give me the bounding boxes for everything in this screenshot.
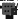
Ellipse shape (12, 8, 14, 9)
Ellipse shape (6, 13, 8, 14)
Ellipse shape (12, 8, 14, 9)
Ellipse shape (6, 9, 8, 10)
Text: Ciclohexane: Ciclohexane (0, 0, 18, 4)
Ellipse shape (6, 8, 8, 9)
Bar (9, 12, 10, 13)
Ellipse shape (8, 4, 10, 5)
Ellipse shape (8, 13, 10, 14)
Bar (3, 9, 5, 13)
Ellipse shape (6, 13, 8, 14)
Ellipse shape (8, 9, 10, 10)
Bar (12, 7, 14, 9)
Bar (8, 9, 10, 13)
Bar (3, 12, 5, 13)
Ellipse shape (12, 10, 15, 13)
Ellipse shape (6, 4, 8, 5)
Ellipse shape (8, 11, 10, 12)
Ellipse shape (12, 8, 14, 9)
Bar (3, 12, 4, 13)
Ellipse shape (6, 6, 8, 7)
Bar (8, 12, 10, 13)
Bar (8, 6, 10, 7)
Bar (11, 10, 15, 14)
Bar (6, 12, 7, 13)
Ellipse shape (6, 13, 8, 14)
Text: Absolute Ethanol Dropwise: Absolute Ethanol Dropwise (14, 2, 18, 15)
Bar (6, 11, 8, 12)
Ellipse shape (3, 8, 5, 9)
Ellipse shape (6, 8, 8, 9)
Ellipse shape (6, 11, 8, 12)
Text: Nanorods (2:5): Nanorods (2:5) (0, 0, 18, 4)
Ellipse shape (8, 6, 10, 7)
Ellipse shape (3, 13, 5, 14)
Bar (6, 12, 8, 13)
Ellipse shape (3, 13, 5, 14)
Bar (6, 7, 8, 9)
Ellipse shape (8, 13, 10, 14)
Bar (8, 7, 10, 9)
Ellipse shape (6, 8, 8, 9)
Bar (8, 11, 10, 12)
Ellipse shape (12, 6, 14, 7)
Ellipse shape (3, 11, 5, 12)
Ellipse shape (8, 13, 10, 14)
Ellipse shape (8, 8, 10, 9)
Ellipse shape (3, 13, 5, 14)
Bar (3, 11, 5, 12)
Bar (6, 9, 8, 13)
Ellipse shape (12, 10, 14, 12)
Bar (8, 4, 10, 9)
Bar (6, 4, 8, 9)
Bar (12, 6, 14, 7)
Bar (13, 11, 14, 12)
Ellipse shape (8, 8, 10, 9)
Ellipse shape (12, 4, 14, 5)
Ellipse shape (3, 4, 5, 5)
Polygon shape (5, 11, 6, 12)
Bar (12, 4, 14, 9)
Ellipse shape (3, 9, 5, 10)
Bar (3, 4, 5, 9)
Bar (11, 10, 15, 14)
Ellipse shape (8, 8, 10, 9)
